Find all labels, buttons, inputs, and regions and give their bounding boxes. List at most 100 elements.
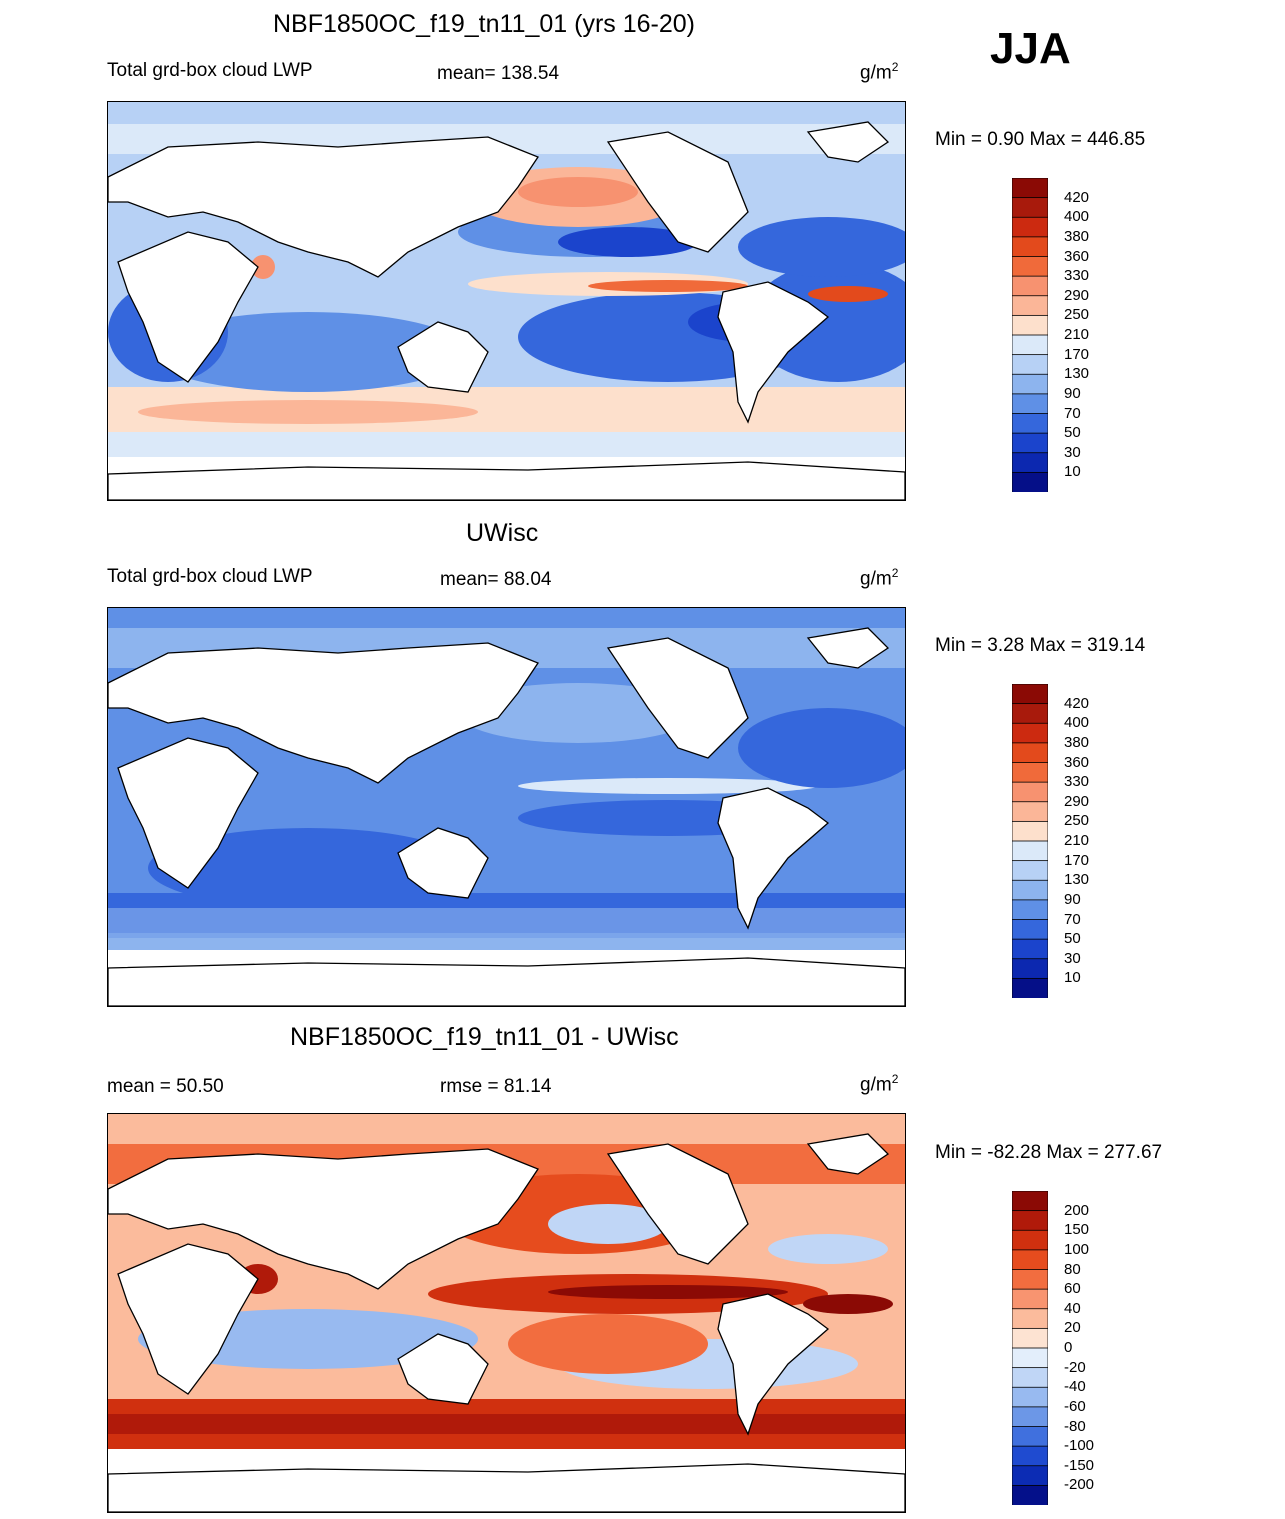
colorbar-tick-label: 290 bbox=[1064, 792, 1090, 810]
colorbar-tick-label: 130 bbox=[1064, 365, 1090, 383]
colorbar-tick-label: 200 bbox=[1064, 1201, 1090, 1219]
colorbar-tick-label: -80 bbox=[1064, 1417, 1086, 1435]
colorbar-model bbox=[1011, 177, 1049, 497]
colorbar-tick-label: 380 bbox=[1064, 227, 1090, 245]
colorbar-swatch bbox=[1011, 1210, 1049, 1232]
colorbar-swatch bbox=[1011, 1229, 1049, 1251]
colorbar-tick-label: 70 bbox=[1064, 910, 1081, 928]
colorbar-tick-label: 330 bbox=[1064, 267, 1090, 285]
colorbar-swatch bbox=[1011, 432, 1049, 454]
colorbar-swatch bbox=[1011, 452, 1049, 474]
colorbar-swatch bbox=[1011, 1445, 1049, 1467]
colorbar-swatch bbox=[1011, 1269, 1049, 1291]
panel-left-label: Total grd-box cloud LWP bbox=[107, 566, 313, 587]
colorbar-swatch bbox=[1011, 762, 1049, 784]
colorbar-swatches bbox=[1011, 177, 1049, 493]
colorbar-swatch bbox=[1011, 722, 1049, 744]
panel-center-label: mean= 138.54 bbox=[437, 63, 560, 84]
colorbar-tick-label: -100 bbox=[1064, 1437, 1095, 1455]
colorbar-swatch bbox=[1011, 256, 1049, 278]
colorbar-tick-label: 30 bbox=[1064, 443, 1081, 461]
panel-title: NBF1850OC_f19_tn11_01 - UWisc bbox=[290, 1023, 679, 1051]
panel-units: g/m2 bbox=[860, 566, 899, 590]
map-obs bbox=[107, 607, 906, 1007]
panel-title: NBF1850OC_f19_tn11_01 (yrs 16-20) bbox=[273, 10, 695, 38]
colorbar-swatch bbox=[1011, 801, 1049, 823]
colorbar-swatch bbox=[1011, 1308, 1049, 1330]
colorbar-tick-label: 50 bbox=[1064, 424, 1081, 442]
colorbar-swatch bbox=[1011, 177, 1049, 199]
panel-left-label: mean = 50.50 bbox=[107, 1076, 224, 1097]
colorbar-swatch bbox=[1011, 1406, 1049, 1428]
colorbar-swatches bbox=[1011, 683, 1049, 999]
colorbar-swatch bbox=[1011, 314, 1049, 336]
colorbar-swatch bbox=[1011, 781, 1049, 803]
colorbar-swatch bbox=[1011, 1249, 1049, 1271]
colorbar-tick-label: 10 bbox=[1064, 969, 1081, 987]
colorbar-swatch bbox=[1011, 413, 1049, 435]
map-model bbox=[107, 101, 906, 501]
colorbar-tick-label: 0 bbox=[1064, 1339, 1073, 1356]
colorbar-swatch bbox=[1011, 1367, 1049, 1389]
colorbar-tick-label: -40 bbox=[1064, 1378, 1086, 1396]
panel-center-label: mean= 88.04 bbox=[440, 569, 552, 590]
colorbar-tick-label: 330 bbox=[1064, 773, 1090, 791]
colorbar-tick-label: 80 bbox=[1064, 1260, 1081, 1278]
colorbar-tick-label: 90 bbox=[1064, 890, 1081, 908]
colorbar-tick-label: -60 bbox=[1064, 1397, 1086, 1415]
colorbar-tick-label: 250 bbox=[1064, 812, 1090, 830]
colorbar-swatch bbox=[1011, 216, 1049, 238]
colorbar-tick-label: -150 bbox=[1064, 1456, 1095, 1474]
colorbar-swatch bbox=[1011, 958, 1049, 980]
colorbar-tick-label: 210 bbox=[1064, 832, 1090, 849]
panel-minmax: Min = 3.28 Max = 319.14 bbox=[935, 635, 1146, 656]
colorbar-obs bbox=[1011, 683, 1049, 1003]
colorbar-tick-label: 400 bbox=[1064, 714, 1090, 732]
colorbar-swatch bbox=[1011, 1347, 1049, 1369]
colorbar-swatch bbox=[1011, 236, 1049, 258]
panel-title: UWisc bbox=[466, 519, 539, 547]
colorbar-swatch bbox=[1011, 471, 1049, 493]
colorbar-swatches bbox=[1011, 1190, 1049, 1506]
panel-left-label: Total grd-box cloud LWP bbox=[107, 60, 313, 81]
colorbar-tick-label: 60 bbox=[1064, 1280, 1081, 1298]
colorbar-tick-label: 30 bbox=[1064, 949, 1081, 967]
colorbar-swatch bbox=[1011, 977, 1049, 999]
colorbar-swatch bbox=[1011, 1465, 1049, 1487]
colorbar-swatch bbox=[1011, 295, 1049, 317]
colorbar-tick-label: 290 bbox=[1064, 286, 1090, 304]
colorbar-tick-label: 170 bbox=[1064, 345, 1090, 363]
colorbar-tick-label: 210 bbox=[1064, 326, 1090, 343]
panel-units: g/m2 bbox=[860, 60, 899, 84]
colorbar-swatch bbox=[1011, 860, 1049, 882]
colorbar-swatch bbox=[1011, 899, 1049, 921]
colorbar-swatch bbox=[1011, 703, 1049, 725]
colorbar-tick-label: 380 bbox=[1064, 733, 1090, 751]
colorbar-swatch bbox=[1011, 197, 1049, 219]
colorbar-swatch bbox=[1011, 683, 1049, 705]
colorbar-tick-label: 130 bbox=[1064, 871, 1090, 889]
colorbar-tick-label: 400 bbox=[1064, 208, 1090, 226]
colorbar-swatch bbox=[1011, 919, 1049, 941]
colorbar-tick-label: 10 bbox=[1064, 463, 1081, 481]
colorbar-tick-label: 100 bbox=[1064, 1240, 1090, 1258]
colorbar-tick-label: 20 bbox=[1064, 1319, 1081, 1337]
colorbar-swatch bbox=[1011, 1288, 1049, 1310]
colorbar-tick-label: 170 bbox=[1064, 851, 1090, 869]
colorbar-tick-label: -20 bbox=[1064, 1358, 1086, 1376]
colorbar-diff bbox=[1011, 1190, 1049, 1510]
colorbar-swatch bbox=[1011, 1426, 1049, 1448]
panel-units: g/m2 bbox=[860, 1072, 899, 1096]
colorbar-tick-label: 40 bbox=[1064, 1299, 1081, 1317]
colorbar-tick-label: 420 bbox=[1064, 188, 1090, 206]
colorbar-tick-label: 50 bbox=[1064, 930, 1081, 948]
colorbar-swatch bbox=[1011, 1386, 1049, 1408]
colorbar-swatch bbox=[1011, 820, 1049, 842]
colorbar-swatch bbox=[1011, 840, 1049, 862]
colorbar-swatch bbox=[1011, 393, 1049, 415]
colorbar-swatch bbox=[1011, 1327, 1049, 1349]
panel-minmax: Min = -82.28 Max = 277.67 bbox=[935, 1142, 1163, 1163]
panel-center-label: rmse = 81.14 bbox=[440, 1076, 552, 1097]
colorbar-tick-label: 250 bbox=[1064, 306, 1090, 324]
colorbar-swatch bbox=[1011, 373, 1049, 395]
